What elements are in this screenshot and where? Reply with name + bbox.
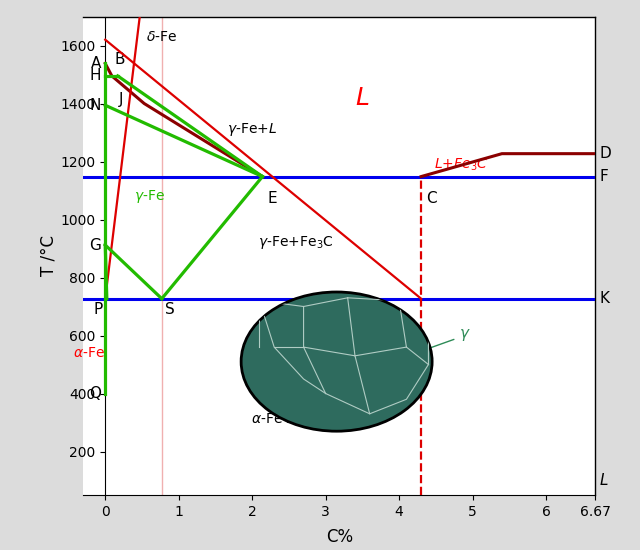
Text: L: L bbox=[600, 473, 608, 488]
Text: $\delta$-Fe: $\delta$-Fe bbox=[146, 30, 177, 44]
Text: L: L bbox=[355, 86, 369, 109]
Text: $\gamma$-Fe+Fe$_3$C: $\gamma$-Fe+Fe$_3$C bbox=[259, 234, 334, 251]
Text: D: D bbox=[600, 146, 611, 161]
Text: S: S bbox=[166, 301, 175, 317]
Text: J: J bbox=[119, 92, 124, 107]
Text: P: P bbox=[93, 301, 102, 317]
Text: B: B bbox=[114, 52, 125, 67]
Ellipse shape bbox=[241, 292, 432, 431]
Text: $\gamma$-Fe: $\gamma$-Fe bbox=[134, 188, 165, 205]
X-axis label: C%: C% bbox=[326, 529, 353, 547]
Text: $\gamma$-Fe+$L$: $\gamma$-Fe+$L$ bbox=[227, 121, 277, 138]
Text: $\alpha$-Fe+Fe$_3$C: $\alpha$-Fe+Fe$_3$C bbox=[251, 411, 327, 428]
Text: $\alpha$-Fe: $\alpha$-Fe bbox=[73, 346, 105, 360]
Text: N: N bbox=[90, 98, 101, 113]
Text: Q: Q bbox=[89, 386, 101, 401]
Text: F: F bbox=[600, 169, 609, 184]
Text: E: E bbox=[268, 191, 277, 206]
Text: $\gamma$: $\gamma$ bbox=[394, 327, 471, 361]
Text: C: C bbox=[426, 191, 437, 206]
Y-axis label: T /°C: T /°C bbox=[40, 235, 58, 276]
Text: G: G bbox=[89, 238, 101, 252]
Text: $L$+Fe$_3$C: $L$+Fe$_3$C bbox=[435, 156, 488, 173]
Text: H: H bbox=[90, 68, 101, 84]
Text: A: A bbox=[90, 56, 101, 71]
Text: K: K bbox=[600, 291, 610, 306]
